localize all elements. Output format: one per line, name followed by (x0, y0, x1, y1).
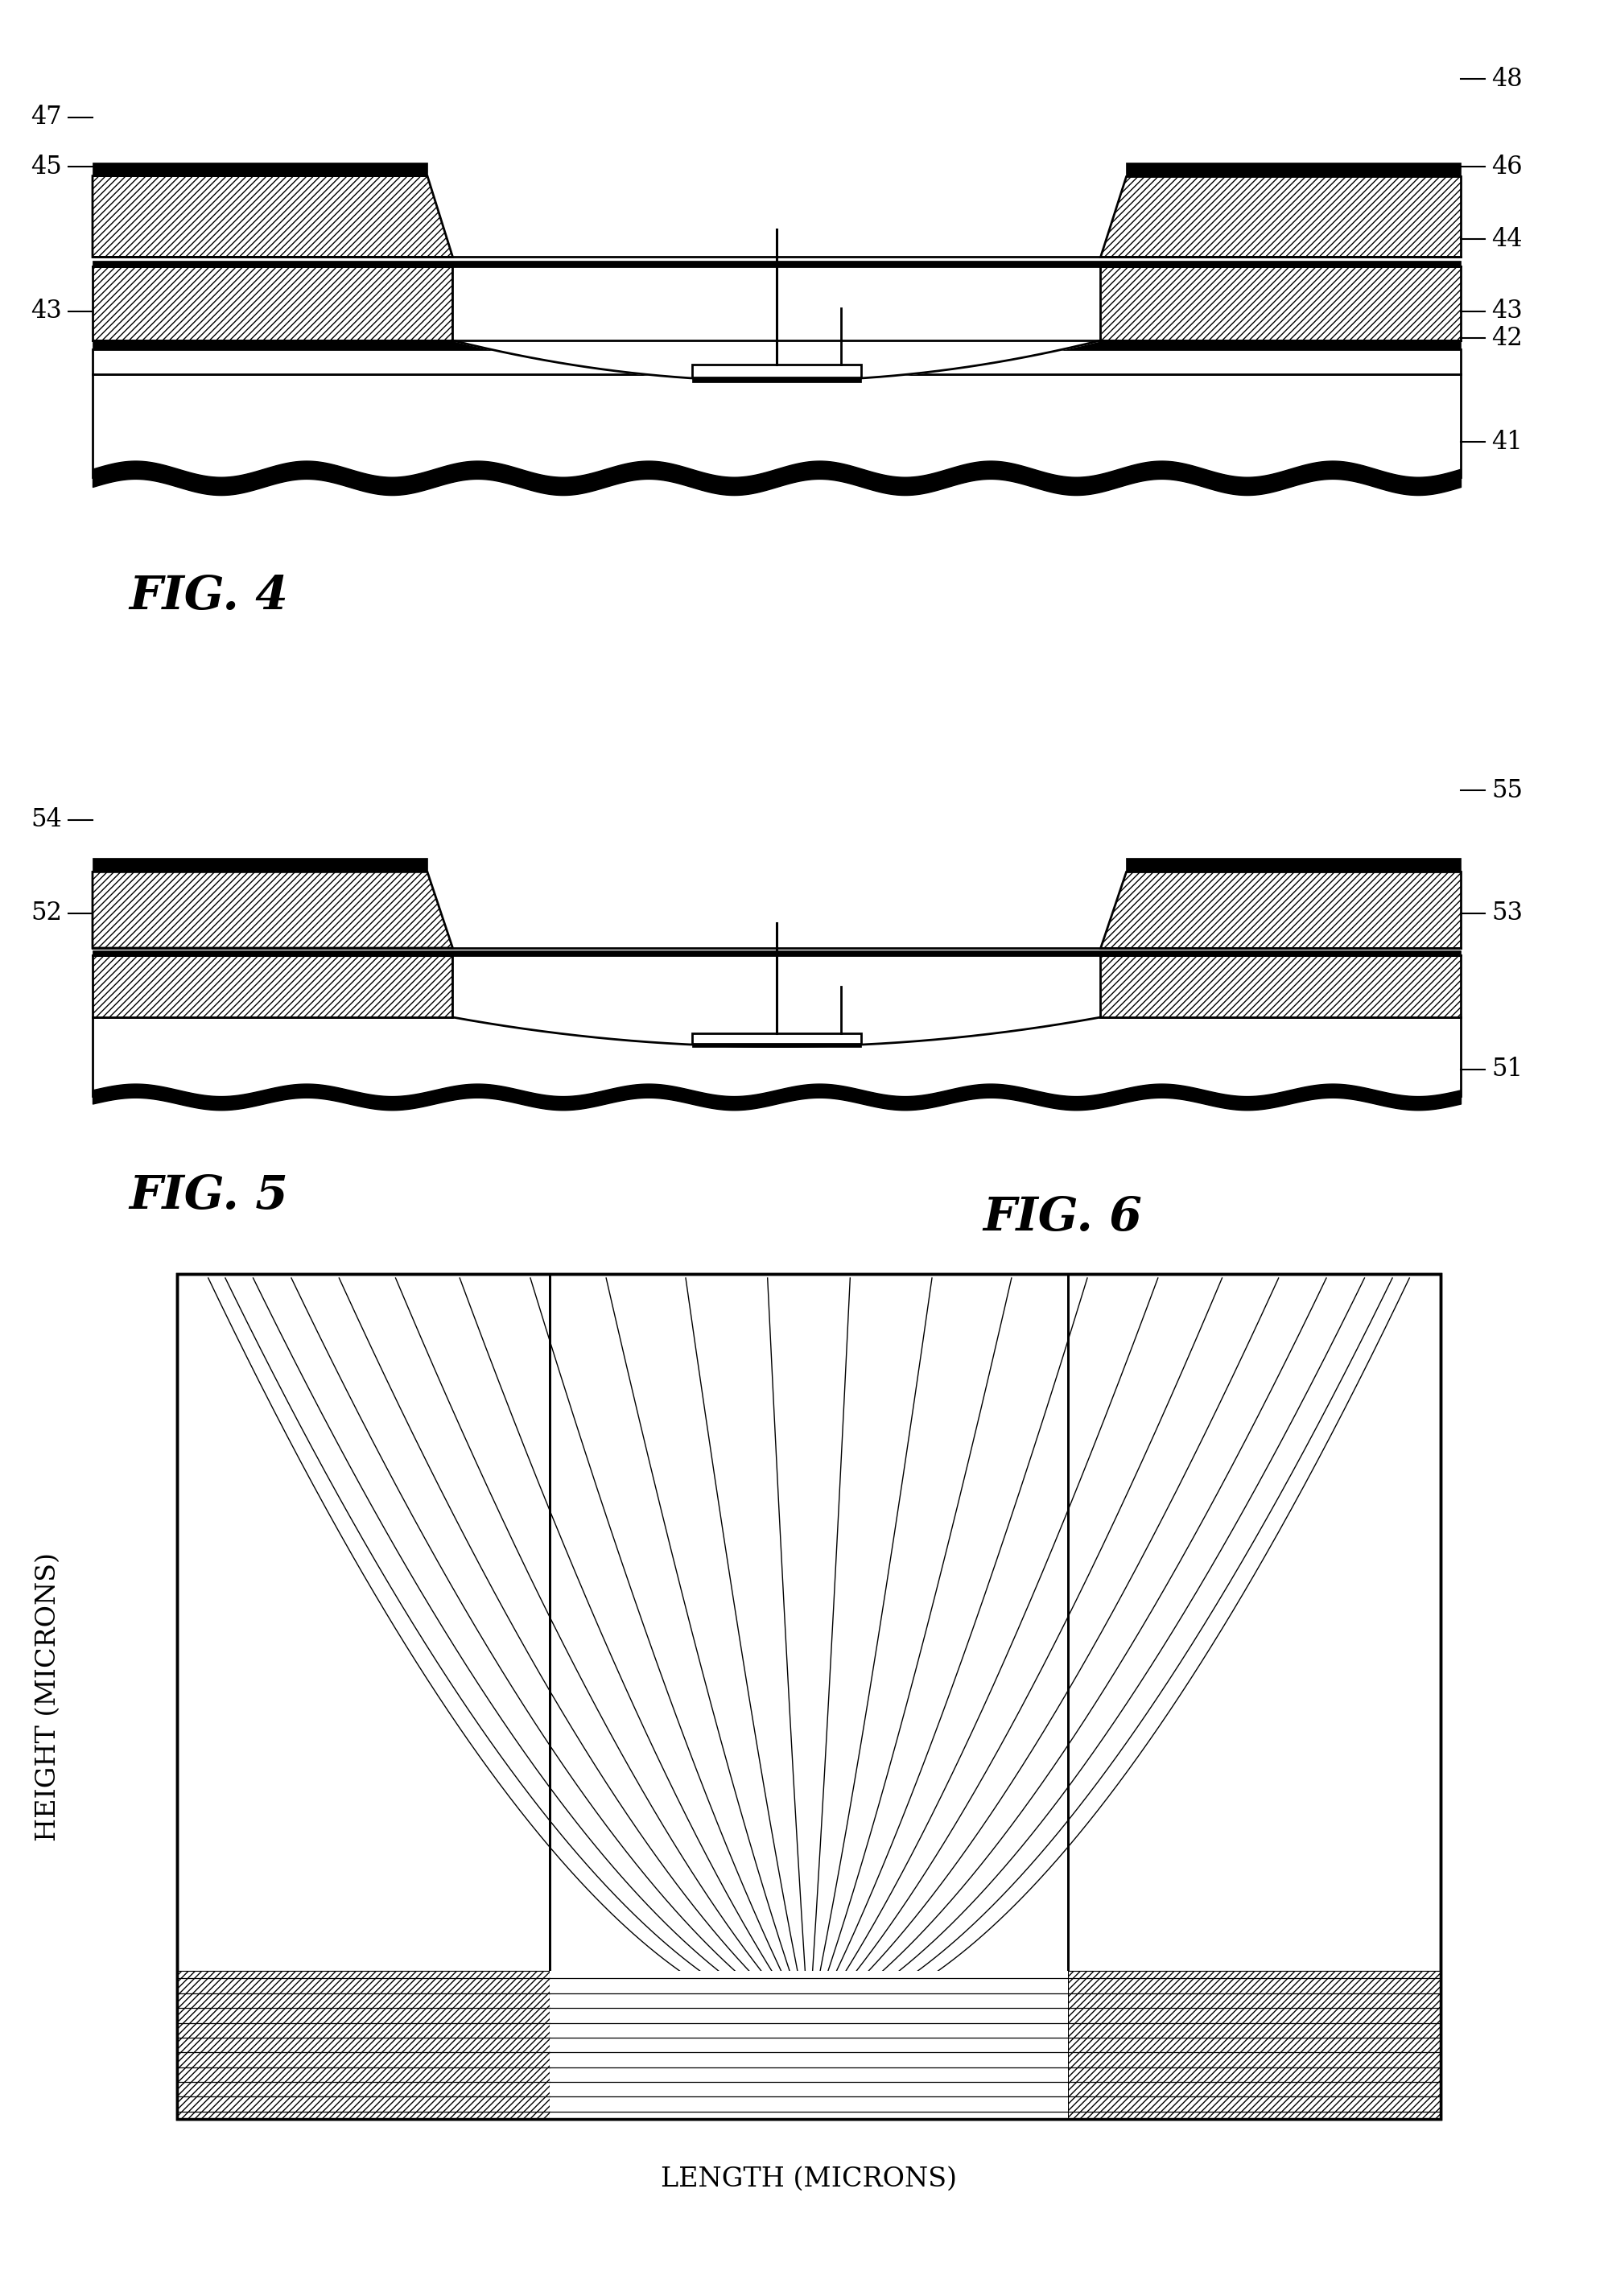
Text: FIG. 6: FIG. 6 (982, 1194, 1142, 1240)
Bar (550, 1970, 1068, 2119)
Polygon shape (93, 872, 452, 948)
Polygon shape (1100, 177, 1460, 257)
Text: 52: 52 (31, 900, 63, 925)
Text: 45: 45 (31, 154, 63, 179)
Polygon shape (93, 955, 452, 1017)
Text: LENGTH (MICRONS): LENGTH (MICRONS) (661, 2167, 957, 2193)
Text: 42: 42 (1491, 326, 1521, 351)
Text: 53: 53 (1491, 900, 1521, 925)
Text: 51: 51 (1491, 1056, 1521, 1081)
Bar (177, 1970, 1439, 2119)
Polygon shape (452, 1017, 1100, 1047)
Polygon shape (93, 177, 452, 257)
Bar (177, 1970, 550, 2119)
Polygon shape (1100, 955, 1460, 1017)
Bar (1126, 859, 1460, 872)
Text: FIG. 4: FIG. 4 (129, 574, 288, 620)
Bar (177, 1274, 1439, 2119)
Bar (1068, 1970, 1439, 2119)
Text: 44: 44 (1491, 227, 1521, 253)
Text: 55: 55 (1491, 778, 1521, 804)
Bar (93, 859, 428, 872)
Polygon shape (1100, 872, 1460, 948)
Bar (1126, 163, 1460, 177)
Bar (93, 349, 1460, 374)
Text: 41: 41 (1491, 429, 1521, 455)
Bar (177, 1274, 1439, 2119)
Text: 46: 46 (1491, 154, 1521, 179)
Text: FIG. 5: FIG. 5 (129, 1173, 288, 1219)
Bar (93, 340, 1460, 349)
Text: 54: 54 (31, 808, 63, 833)
Text: 43: 43 (1491, 298, 1521, 324)
Bar (550, 1970, 1068, 2119)
Bar (1068, 1970, 1439, 2119)
Bar (691, 377, 860, 381)
Bar (93, 163, 428, 177)
Polygon shape (452, 340, 1100, 381)
Text: HEIGHT (MICRONS): HEIGHT (MICRONS) (35, 1552, 61, 1841)
Bar (691, 1045, 860, 1047)
Bar (691, 365, 860, 377)
Bar (93, 951, 1460, 955)
Polygon shape (93, 266, 452, 340)
Polygon shape (1100, 266, 1460, 340)
Text: 48: 48 (1491, 67, 1521, 92)
Bar (93, 262, 1460, 266)
Bar (691, 1033, 860, 1045)
Bar (550, 1970, 1068, 2119)
Text: 43: 43 (31, 298, 63, 324)
Bar (177, 1970, 550, 2119)
Text: 47: 47 (31, 106, 63, 131)
